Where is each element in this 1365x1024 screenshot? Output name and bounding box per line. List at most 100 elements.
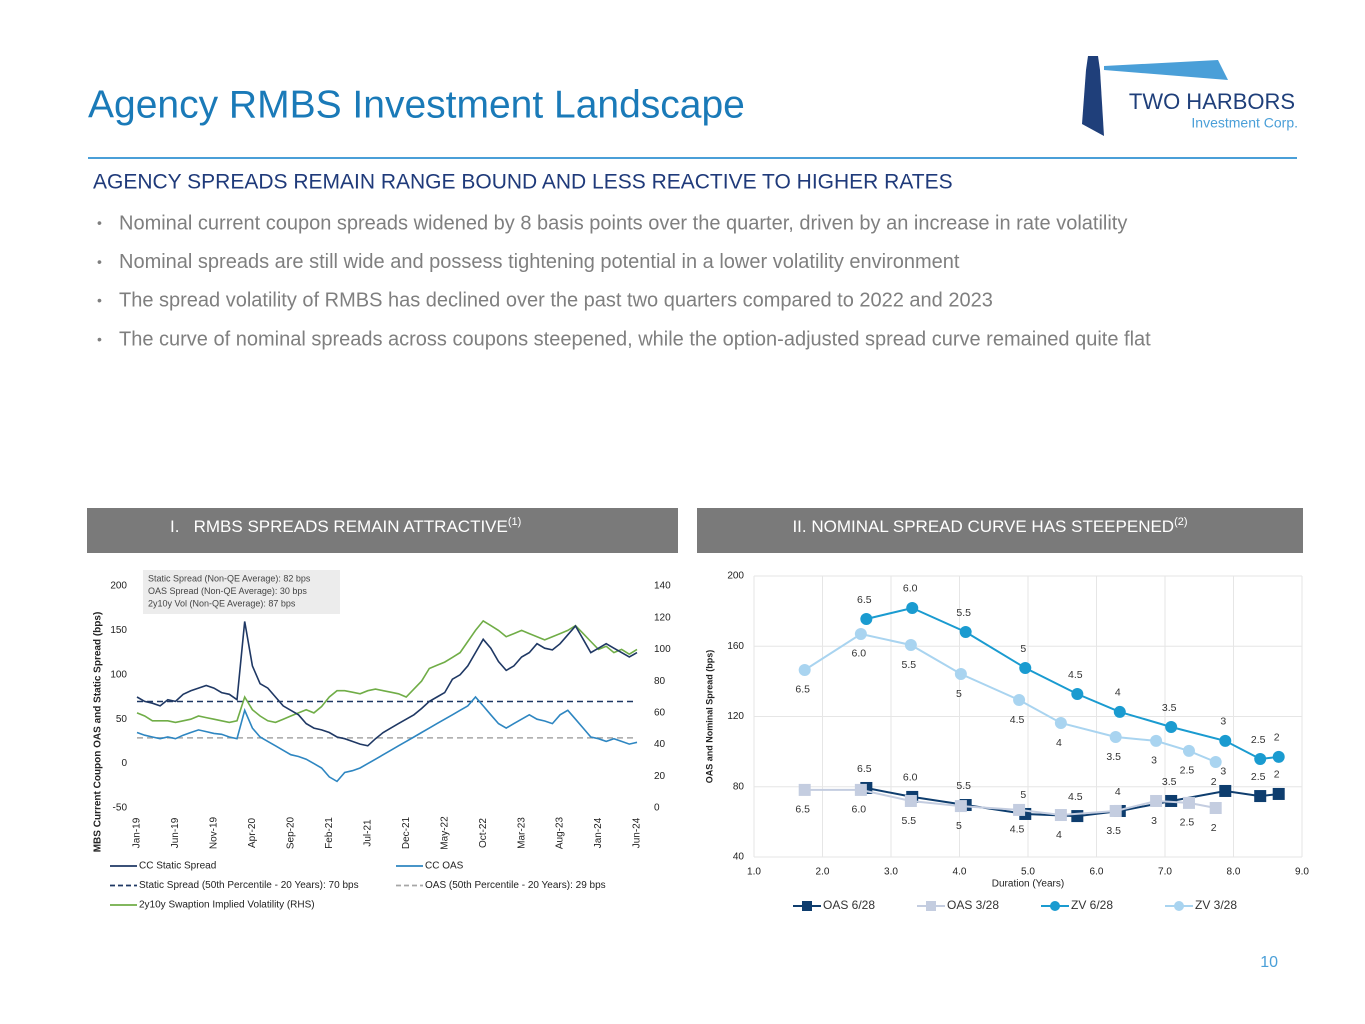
y-tick-label: -50	[113, 803, 128, 814]
data-point	[1272, 787, 1285, 800]
y2-tick-label: 100	[654, 644, 671, 655]
bullet-dot: •	[97, 253, 102, 269]
x-tick-label: 9.0	[1295, 867, 1309, 878]
data-point	[906, 601, 919, 614]
point-label: 5.5	[902, 659, 917, 671]
legend-label: Static Spread (50th Percentile - 20 Year…	[139, 880, 359, 891]
y2-tick-label: 40	[654, 739, 666, 750]
legend-marker	[926, 901, 936, 911]
data-point	[954, 800, 967, 813]
panel-header	[697, 508, 1303, 553]
data-point	[1013, 693, 1026, 706]
y-tick-label: 40	[733, 852, 745, 863]
y2-tick-label: 0	[654, 803, 660, 814]
data-point	[1254, 790, 1267, 803]
legend-label: ZV 6/28	[1071, 898, 1113, 912]
legend-marker	[802, 901, 812, 911]
annotation-text: 2y10y Vol (Non-QE Average): 87 bps	[148, 598, 296, 608]
y-tick-label: 80	[733, 781, 745, 792]
bullet-text: The spread volatility of RMBS has declin…	[119, 290, 993, 312]
data-point	[1113, 705, 1126, 718]
point-label: 3	[1151, 815, 1157, 827]
point-label: 6.5	[857, 763, 872, 775]
point-label: 3.5	[1106, 751, 1121, 763]
point-label: 5	[1020, 789, 1026, 801]
panel-title-text: I. RMBS SPREADS REMAIN ATTRACTIVE	[170, 517, 508, 536]
series-line	[136, 621, 638, 747]
point-label: 4	[1115, 687, 1121, 699]
x-tick-label: Jun-24	[632, 817, 643, 848]
y2-tick-label: 80	[654, 676, 666, 687]
bullet-dot: •	[97, 331, 102, 347]
panel-title: II. NOMINAL SPREAD CURVE HAS STEEPENED(2…	[792, 516, 1187, 537]
data-point	[860, 613, 873, 626]
legend-label: ZV 3/28	[1195, 898, 1237, 912]
x-tick-label: Mar-23	[516, 817, 527, 849]
data-point	[1071, 688, 1084, 701]
y2-tick-label: 60	[654, 707, 666, 718]
point-label: 4	[1115, 786, 1121, 798]
footnote-ref: (1)	[508, 516, 521, 528]
data-point	[1109, 731, 1122, 744]
point-label: 5.5	[956, 607, 971, 619]
x-tick-label: Oct-22	[478, 818, 489, 848]
point-label: 5	[956, 688, 962, 700]
light-beam	[1104, 60, 1228, 80]
legend-label: CC OAS	[425, 861, 464, 872]
data-point	[1254, 753, 1267, 766]
point-label: 2	[1274, 732, 1280, 744]
series-line	[804, 632, 1217, 763]
panel-title: I. RMBS SPREADS REMAIN ATTRACTIVE(1)	[170, 516, 521, 537]
x-tick-label: Jan-24	[593, 817, 604, 848]
y-tick-label: 160	[727, 641, 744, 652]
legend-label: 2y10y Swaption Implied Volatility (RHS)	[139, 900, 315, 911]
legend-label: OAS 3/28	[947, 898, 999, 912]
point-label: 6.5	[857, 594, 872, 606]
y-tick-label: 150	[110, 625, 127, 636]
legend-marker	[1174, 901, 1184, 911]
point-label: 3.5	[1162, 776, 1177, 788]
data-point	[1219, 734, 1232, 747]
data-point	[1182, 796, 1195, 809]
point-label: 3	[1220, 766, 1226, 778]
data-point	[954, 667, 967, 680]
data-point	[1109, 804, 1122, 817]
point-label: 2	[1211, 822, 1217, 834]
x-tick-label: Jan-19	[132, 817, 143, 848]
point-label: 2	[1274, 769, 1280, 781]
point-label: 6.5	[795, 804, 810, 816]
point-label: 4.5	[1068, 791, 1083, 803]
y-axis-title: MBS Current Coupon OAS and Static Spread…	[93, 612, 104, 853]
x-tick-label: Aug-23	[555, 816, 566, 849]
y-tick-label: 200	[110, 581, 127, 592]
y-tick-label: 200	[727, 571, 744, 582]
y-axis-title: OAS and Nominal Spread (bps)	[704, 650, 714, 784]
page-number: 10	[1260, 954, 1278, 971]
legend-label: OAS (50th Percentile - 20 Years): 29 bps	[425, 880, 606, 891]
data-point	[1013, 803, 1026, 816]
point-label: 4.5	[1010, 824, 1025, 836]
subtitle: AGENCY SPREADS REMAIN RANGE BOUND AND LE…	[93, 171, 953, 194]
point-label: 5.5	[902, 815, 917, 827]
data-point	[854, 627, 867, 640]
x-tick-label: 2.0	[816, 867, 830, 878]
point-label: 6.0	[852, 804, 867, 816]
series-line	[136, 619, 638, 724]
x-tick-label: Apr-20	[247, 818, 258, 848]
annotation-box	[143, 570, 340, 614]
point-label: 5	[956, 820, 962, 832]
data-point	[1071, 810, 1084, 823]
data-point	[1054, 716, 1067, 729]
legend-label: CC Static Spread	[139, 861, 216, 872]
point-label: 6.0	[852, 648, 867, 660]
data-point	[1019, 662, 1032, 675]
x-tick-label: 6.0	[1090, 867, 1104, 878]
panel-title-text: II. NOMINAL SPREAD CURVE HAS STEEPENED	[792, 517, 1174, 536]
x-tick-label: 8.0	[1227, 867, 1241, 878]
x-tick-label: May-22	[439, 816, 450, 850]
x-tick-label: 7.0	[1158, 867, 1172, 878]
series-line	[804, 788, 1216, 817]
x-tick-label: 4.0	[953, 867, 967, 878]
data-point	[1165, 721, 1178, 734]
